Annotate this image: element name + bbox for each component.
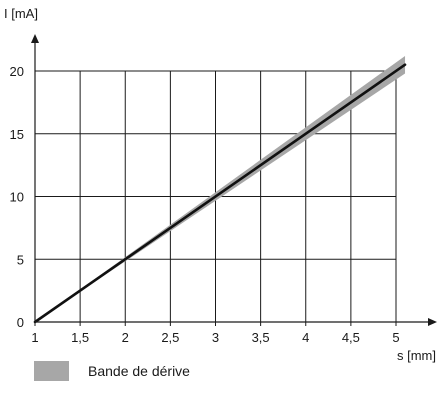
x-tick-labels: 1 1,5 2 2,5 3 3,5 4 4,5 5 <box>31 322 400 345</box>
y-tick-label: 5 <box>17 252 24 267</box>
drift-band-layer <box>35 55 406 322</box>
x-axis-label: s [mm] <box>397 348 436 363</box>
x-tick-label: 3 <box>212 330 219 345</box>
x-tick-label: 3,5 <box>252 330 270 345</box>
y-axis-label: I [mA] <box>4 6 38 21</box>
axes <box>31 34 437 326</box>
y-axis-arrow-icon <box>31 34 39 43</box>
grid <box>35 70 397 322</box>
y-tick-label: 0 <box>17 315 24 330</box>
drift-band <box>35 55 406 322</box>
x-tick-label: 1,5 <box>71 330 89 345</box>
y-tick-label: 10 <box>10 190 24 205</box>
x-tick-label: 4,5 <box>342 330 360 345</box>
x-tick-label: 2,5 <box>161 330 179 345</box>
x-tick-label: 5 <box>392 330 399 345</box>
x-axis-arrow-icon <box>428 318 437 326</box>
x-tick-label: 4 <box>302 330 309 345</box>
legend-label-drift-band: Bande de dérive <box>88 363 190 379</box>
legend-swatch-drift-band <box>34 361 69 381</box>
y-tick-label: 15 <box>10 127 24 142</box>
x-tick-label: 1 <box>31 330 38 345</box>
y-tick-label: 20 <box>10 64 24 79</box>
legend: Bande de dérive <box>34 361 190 381</box>
series-line <box>33 63 407 324</box>
series-layer <box>33 63 407 324</box>
y-tick-labels: 0 5 10 15 20 <box>10 64 24 330</box>
x-tick-label: 2 <box>122 330 129 345</box>
